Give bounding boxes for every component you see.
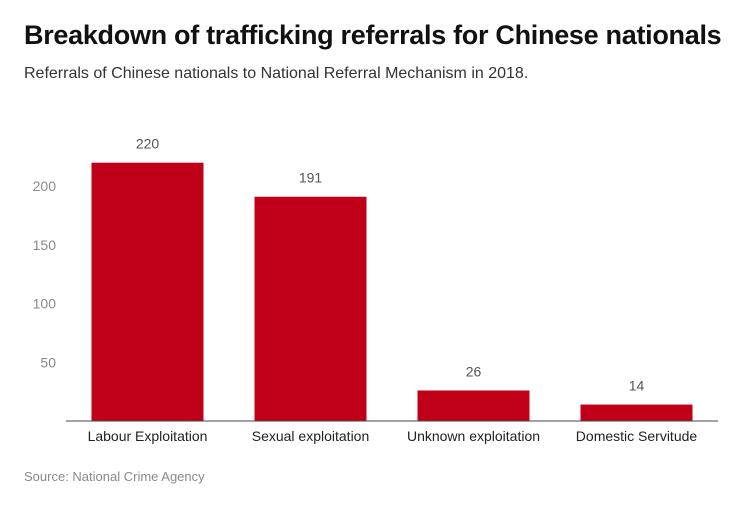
y-tick-label: 50 — [40, 354, 56, 370]
bar — [254, 196, 367, 421]
x-category-label: Unknown exploitation — [407, 428, 540, 444]
bar-value-label: 191 — [299, 170, 323, 186]
x-category-label: Labour Exploitation — [88, 428, 208, 444]
x-category-label: Sexual exploitation — [252, 428, 370, 444]
x-category-label: Domestic Servitude — [576, 428, 698, 444]
bar — [580, 404, 693, 421]
chart-title: Breakdown of trafficking referrals for C… — [24, 20, 722, 50]
bar-value-label: 14 — [629, 378, 645, 394]
y-tick-label: 100 — [33, 296, 57, 312]
y-tick-label: 200 — [33, 178, 57, 194]
bar — [91, 162, 204, 422]
bar-value-label: 26 — [466, 363, 482, 379]
source-note: Source: National Crime Agency — [24, 469, 205, 484]
chart-subtitle: Referrals of Chinese nationals to Nation… — [24, 65, 529, 82]
bar — [417, 390, 530, 421]
y-tick-label: 150 — [33, 237, 57, 253]
bar-value-label: 220 — [136, 136, 160, 152]
